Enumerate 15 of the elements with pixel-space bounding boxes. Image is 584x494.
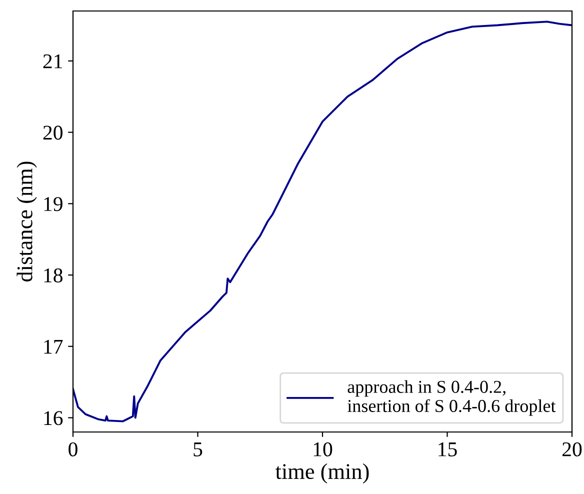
x-tick-label: 5: [194, 442, 202, 456]
x-tick-label: 0: [68, 442, 78, 456]
y-tick-label: 18: [44, 268, 62, 282]
y-tick-label: 16: [44, 411, 63, 426]
x-tick-label: 10: [314, 442, 332, 456]
y-tick-label: 20: [43, 126, 62, 140]
y-tick-label: 17: [44, 340, 63, 354]
legend-label: approach in S 0.4-0.2, insertion of S 0.4-0.6 droplet: [348, 380, 556, 416]
y-tick-label: 19: [44, 197, 62, 212]
y-tick-label: 21: [43, 54, 62, 68]
y-axis-title: distance (nm): [16, 162, 37, 282]
x-axis-title: time (min): [276, 463, 369, 484]
line-series: [73, 20, 572, 422]
x-tick-label: 15: [438, 442, 457, 456]
x-tick-label: 20: [562, 442, 582, 456]
